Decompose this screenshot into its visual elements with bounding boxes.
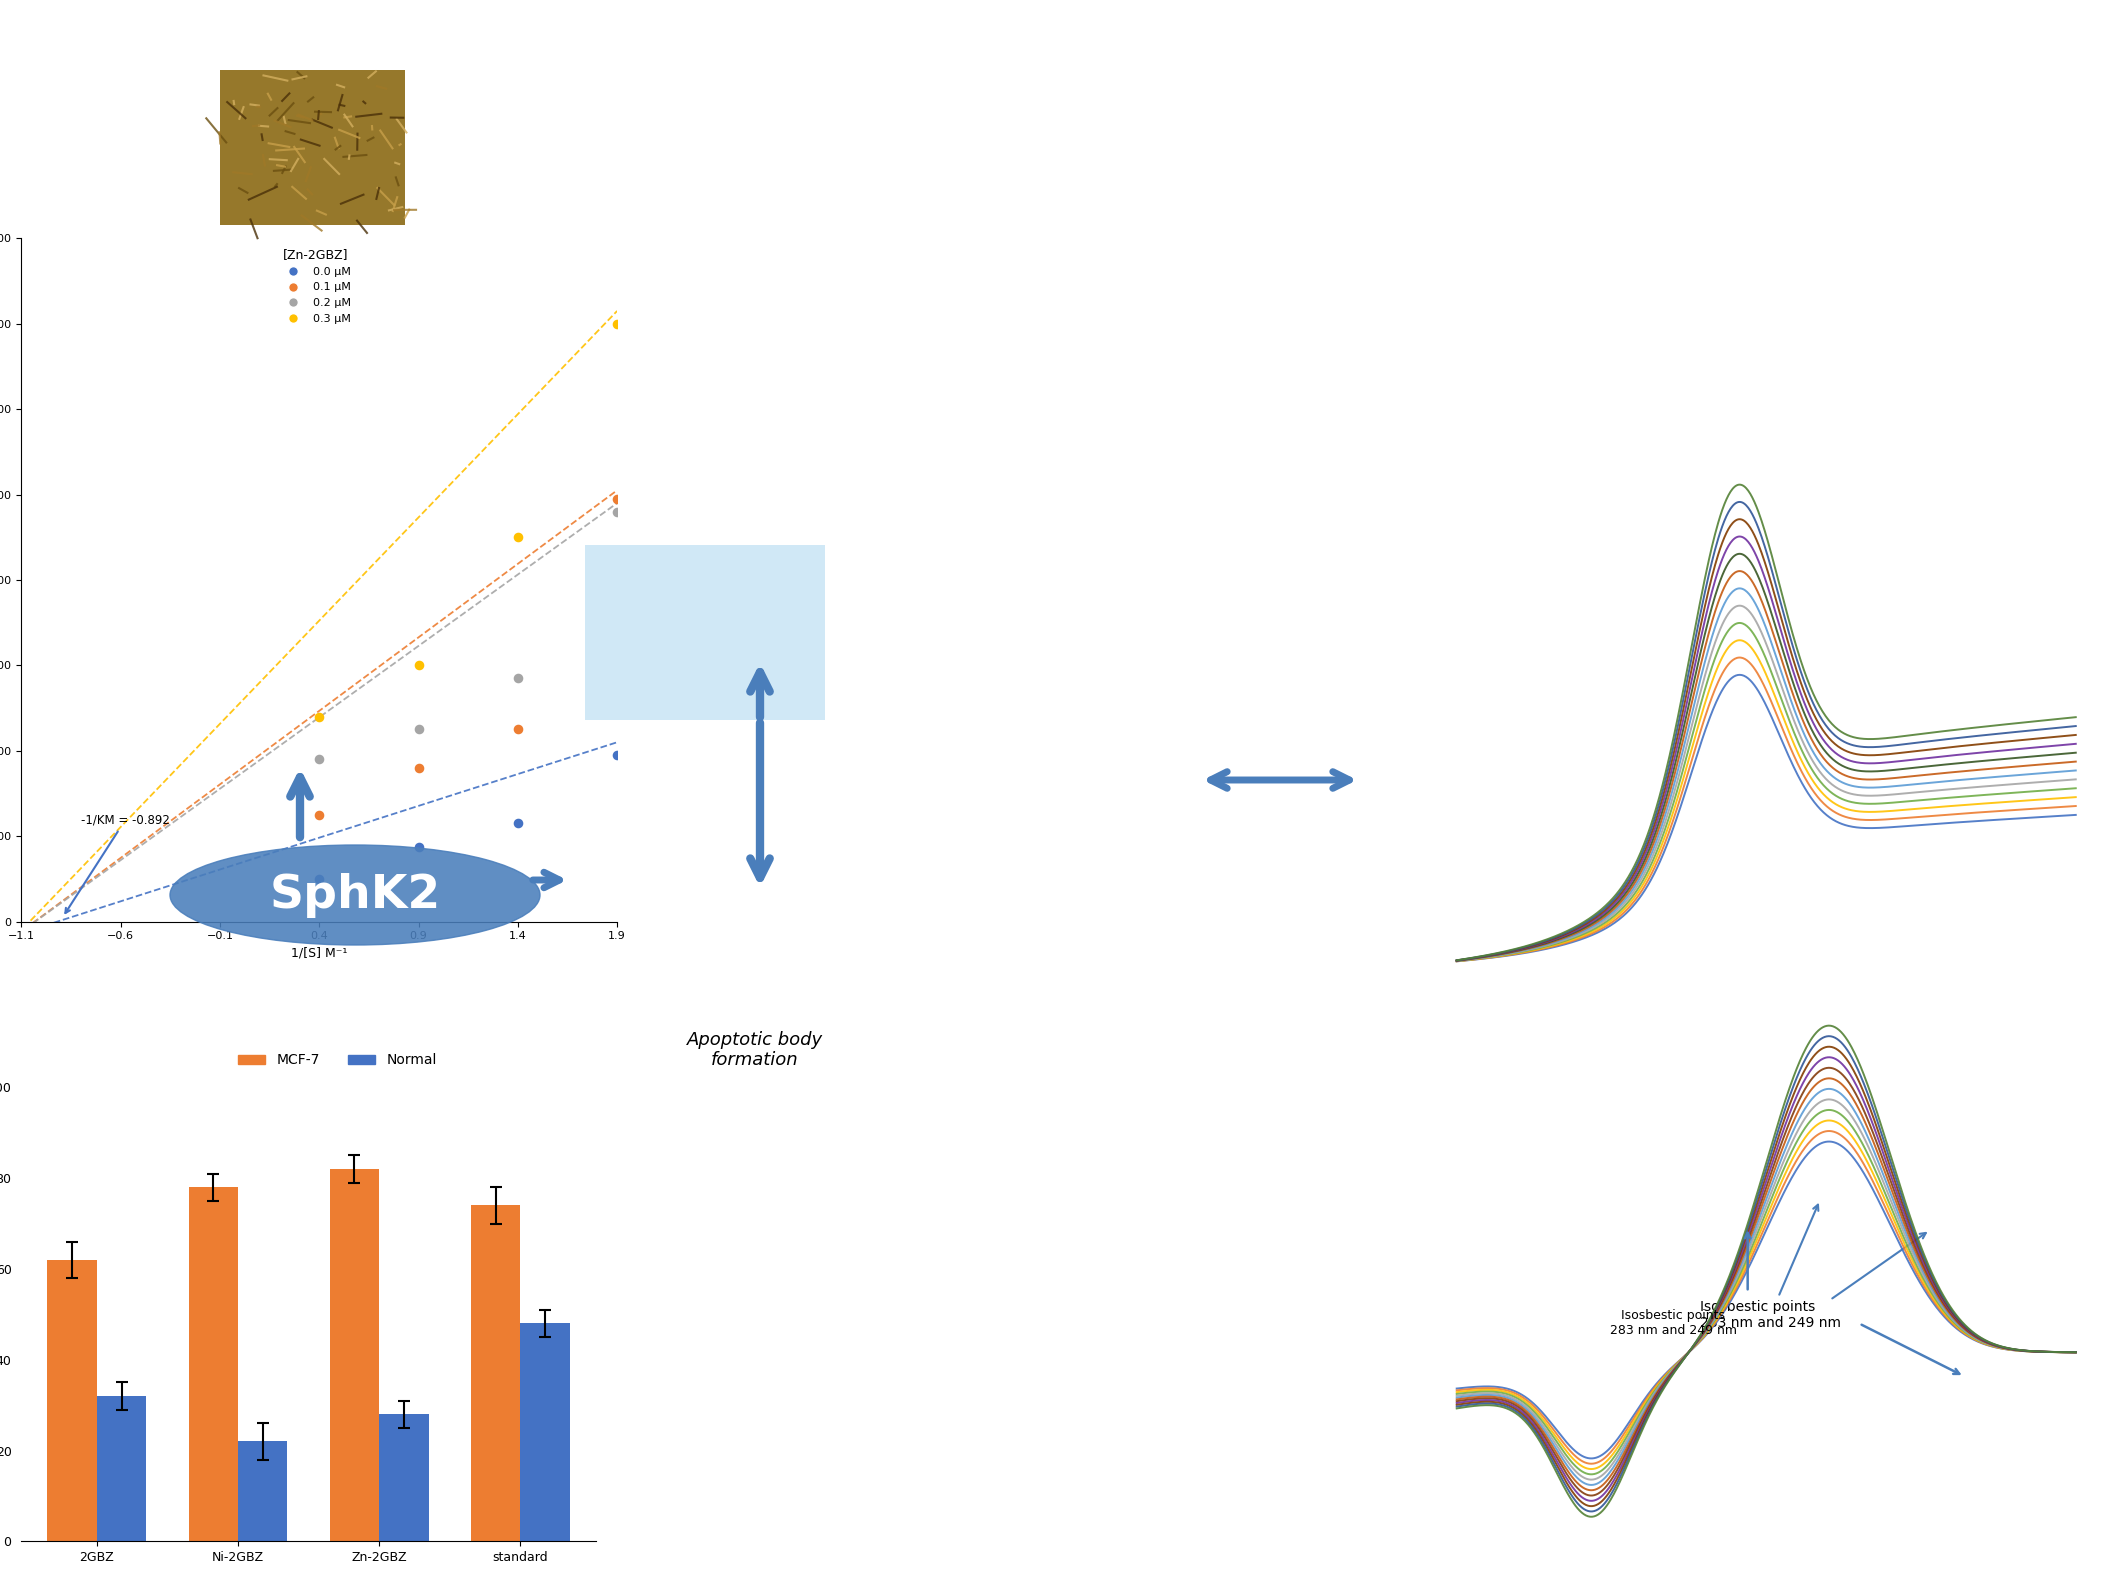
Bar [330, 1170, 379, 1541]
FancyBboxPatch shape [219, 70, 404, 226]
Bar [379, 1414, 428, 1541]
Bar [47, 1260, 96, 1541]
Point [600, 311, 634, 337]
Ellipse shape [170, 845, 541, 945]
Point [500, 524, 534, 550]
Point [302, 802, 336, 828]
Point [402, 755, 436, 780]
Bar [189, 1187, 238, 1541]
Point [402, 653, 436, 679]
Point [302, 747, 336, 772]
Legend: MCF-7, Normal: MCF-7, Normal [232, 1047, 443, 1073]
Text: Apoptotic body
formation: Apoptotic body formation [687, 1031, 824, 1069]
Point [600, 742, 634, 767]
Point [600, 499, 634, 524]
Point [302, 866, 336, 891]
Bar [238, 1441, 287, 1541]
Text: Isosbestic points
283 nm and 249 nm: Isosbestic points 283 nm and 249 nm [1700, 1204, 1841, 1330]
Point [402, 834, 436, 860]
Bar [521, 1324, 570, 1541]
Bar [96, 1397, 147, 1541]
Point [600, 486, 634, 512]
Point [500, 810, 534, 836]
Text: -1/KM = -0.892: -1/KM = -0.892 [66, 814, 170, 914]
Legend: 0.0 μM, 0.1 μM, 0.2 μM, 0.3 μM: 0.0 μM, 0.1 μM, 0.2 μM, 0.3 μM [277, 243, 355, 327]
X-axis label: 1/[S] M⁻¹: 1/[S] M⁻¹ [292, 947, 347, 960]
Bar [470, 1206, 521, 1541]
Point [302, 704, 336, 729]
FancyBboxPatch shape [585, 545, 826, 720]
Text: Isosbestic points
283 nm and 249 nm: Isosbestic points 283 nm and 249 nm [1611, 1309, 1736, 1336]
Point [402, 717, 436, 742]
Text: SphK2: SphK2 [270, 872, 440, 917]
Point [500, 717, 534, 742]
Point [500, 666, 534, 691]
